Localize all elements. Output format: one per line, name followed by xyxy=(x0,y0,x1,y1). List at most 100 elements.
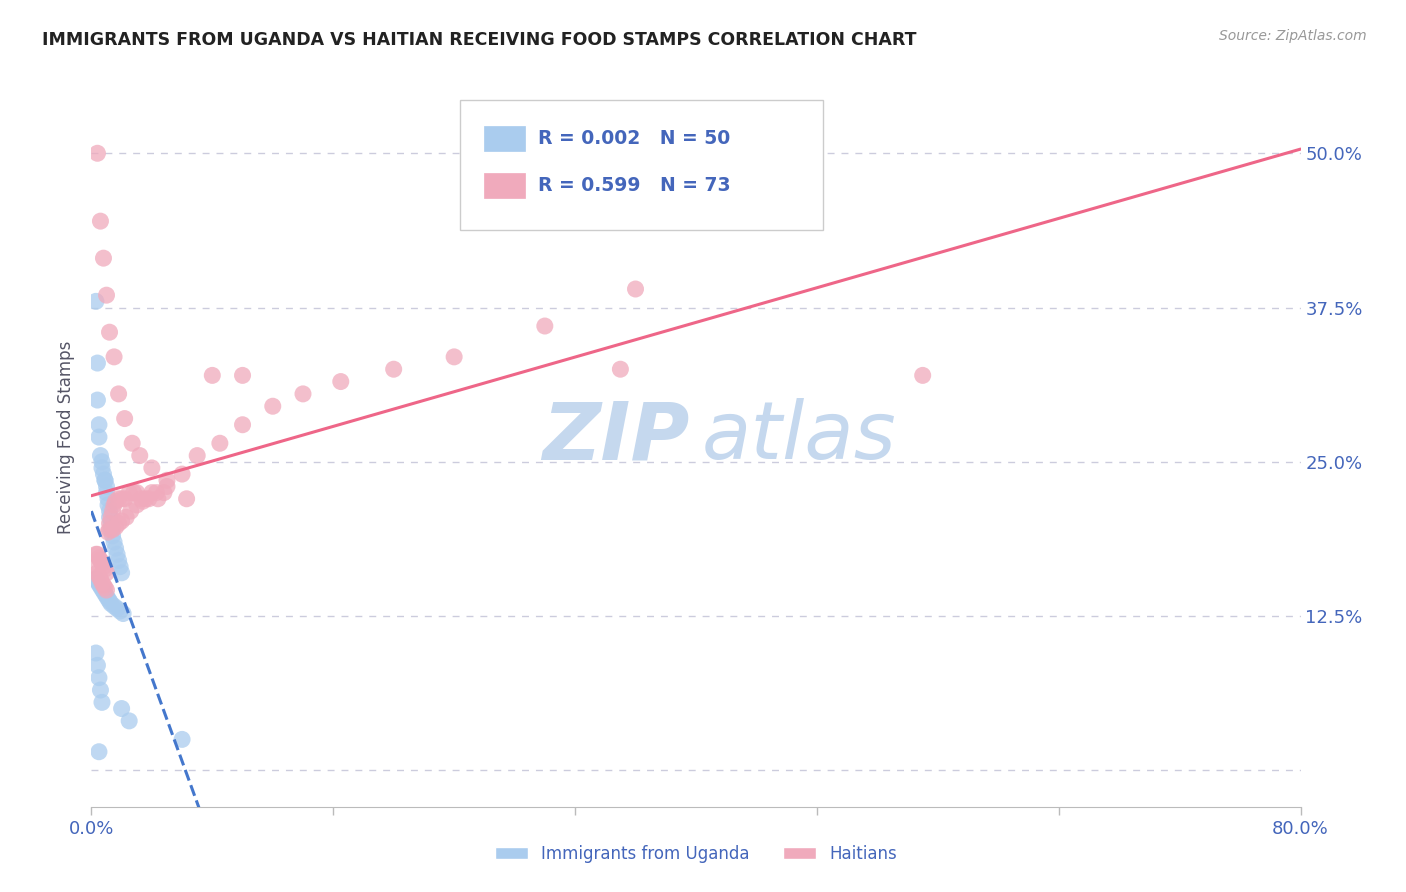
Point xyxy=(114,411,136,425)
Point xyxy=(146,491,169,506)
Point xyxy=(122,485,145,500)
Point xyxy=(292,387,315,401)
Point xyxy=(87,551,110,566)
Point xyxy=(96,288,118,302)
Point xyxy=(89,579,111,593)
Point xyxy=(156,479,179,493)
Point xyxy=(91,695,114,709)
Point xyxy=(104,520,127,534)
Point xyxy=(94,562,117,576)
Point xyxy=(141,461,163,475)
Text: ZIP: ZIP xyxy=(543,398,690,476)
Point xyxy=(208,436,231,450)
Point xyxy=(156,473,179,487)
Point xyxy=(105,547,128,561)
Point xyxy=(93,584,115,599)
Point xyxy=(125,498,148,512)
Point xyxy=(329,375,352,389)
Point xyxy=(93,559,115,574)
Point xyxy=(89,683,111,698)
Point xyxy=(89,572,111,586)
FancyBboxPatch shape xyxy=(484,126,526,152)
Point xyxy=(104,494,127,508)
Point xyxy=(89,214,111,228)
Point xyxy=(120,504,142,518)
Point xyxy=(89,553,111,567)
Point xyxy=(172,467,194,482)
Point xyxy=(87,577,110,591)
Point xyxy=(87,430,110,444)
Point xyxy=(153,485,176,500)
Point xyxy=(101,504,124,518)
Point xyxy=(94,581,117,595)
Point xyxy=(98,523,121,537)
Point xyxy=(87,569,110,583)
Text: atlas: atlas xyxy=(702,398,897,476)
Point xyxy=(84,547,107,561)
Point xyxy=(86,547,108,561)
Point xyxy=(132,494,155,508)
Point xyxy=(112,607,135,621)
FancyBboxPatch shape xyxy=(484,173,526,198)
Point xyxy=(107,516,129,531)
Point xyxy=(97,591,120,606)
Point xyxy=(96,583,118,598)
Text: R = 0.599   N = 73: R = 0.599 N = 73 xyxy=(537,176,730,194)
Point xyxy=(111,491,132,506)
Point xyxy=(105,601,128,615)
Text: IMMIGRANTS FROM UGANDA VS HAITIAN RECEIVING FOOD STAMPS CORRELATION CHART: IMMIGRANTS FROM UGANDA VS HAITIAN RECEIV… xyxy=(42,31,917,49)
Point xyxy=(98,325,121,339)
Point xyxy=(97,525,120,540)
Point xyxy=(86,566,108,580)
Point xyxy=(107,553,129,567)
Point xyxy=(98,594,121,608)
Point xyxy=(262,399,284,413)
Legend: Immigrants from Uganda, Haitians: Immigrants from Uganda, Haitians xyxy=(488,838,904,870)
Point xyxy=(101,523,124,537)
Point xyxy=(94,473,117,487)
Point xyxy=(186,449,208,463)
Point xyxy=(86,658,108,673)
Text: Source: ZipAtlas.com: Source: ZipAtlas.com xyxy=(1219,29,1367,43)
Point xyxy=(107,387,129,401)
Point xyxy=(533,319,555,334)
Point xyxy=(103,535,125,549)
Point xyxy=(129,491,152,506)
Point xyxy=(128,449,150,463)
Point xyxy=(84,294,107,309)
Point xyxy=(93,467,115,482)
Point xyxy=(97,498,120,512)
Point xyxy=(91,461,114,475)
Point xyxy=(91,582,114,596)
Point xyxy=(100,597,122,611)
Point xyxy=(87,671,110,685)
Point xyxy=(96,485,118,500)
Point xyxy=(231,417,253,432)
Point xyxy=(89,449,111,463)
Point xyxy=(98,510,121,524)
Point xyxy=(104,541,127,555)
Point xyxy=(98,516,121,531)
Point xyxy=(121,436,143,450)
Point xyxy=(115,510,138,524)
Point xyxy=(103,599,125,614)
Point xyxy=(145,485,167,500)
Point xyxy=(94,473,117,487)
Point xyxy=(111,514,132,528)
Point xyxy=(94,587,117,601)
Point xyxy=(86,392,108,407)
Point xyxy=(201,368,224,383)
Text: R = 0.002   N = 50: R = 0.002 N = 50 xyxy=(537,129,730,148)
Point xyxy=(624,282,647,296)
Point xyxy=(91,575,114,590)
Point xyxy=(101,529,124,543)
Point xyxy=(96,479,118,493)
Point xyxy=(111,701,132,715)
Point xyxy=(93,251,115,265)
Point xyxy=(107,491,129,506)
Point xyxy=(135,491,157,506)
Point xyxy=(118,714,141,728)
Point xyxy=(93,578,115,592)
Point xyxy=(118,485,141,500)
Point xyxy=(96,589,118,603)
